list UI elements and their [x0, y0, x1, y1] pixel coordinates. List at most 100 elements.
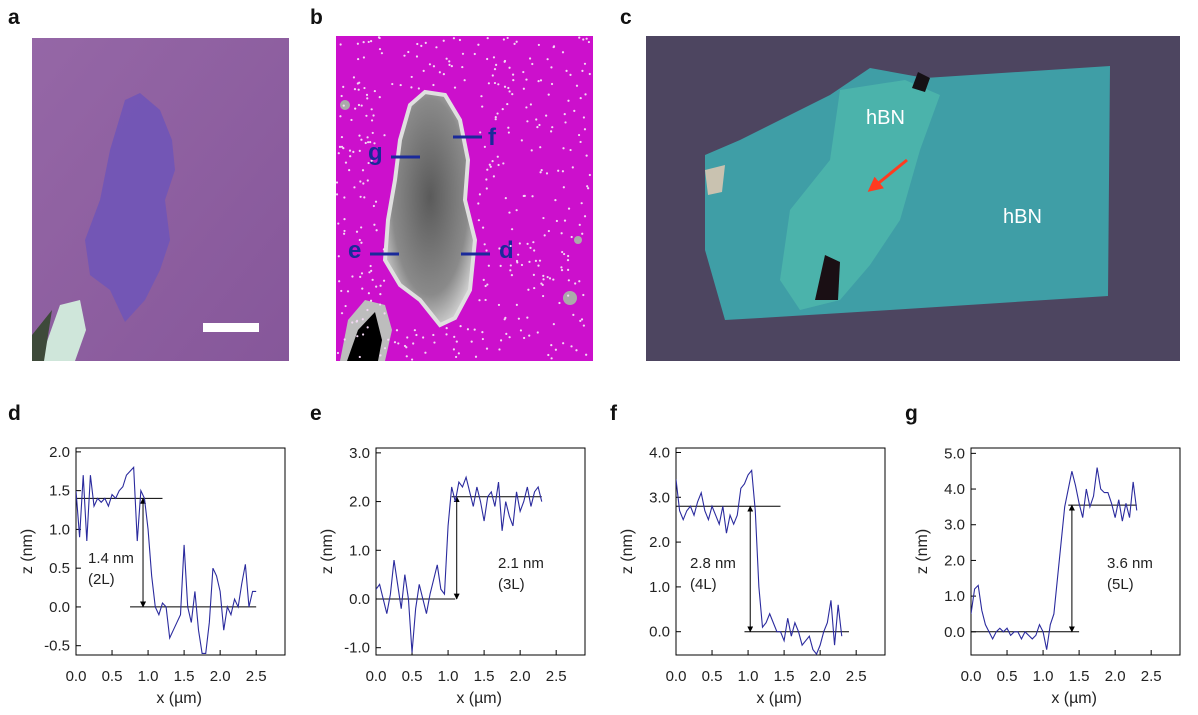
speckle [361, 287, 364, 290]
speckle [560, 266, 563, 269]
speckle [507, 131, 510, 134]
speckle [371, 131, 374, 135]
speckle [360, 241, 363, 244]
speckle [479, 131, 482, 134]
speckle [557, 169, 560, 172]
speckle [481, 331, 484, 334]
speckle [545, 172, 549, 175]
speckle [433, 341, 436, 344]
speckle [547, 229, 550, 233]
speckle [486, 37, 489, 40]
speckle [547, 353, 550, 357]
speckle [445, 326, 448, 330]
y-axis-label: z (nm) [19, 529, 36, 574]
y-tick-label: 1.0 [49, 521, 70, 538]
y-tick-label: 1.5 [49, 483, 70, 500]
y-tick-label: 4.0 [944, 481, 965, 498]
speckle [454, 355, 458, 359]
speckle [485, 178, 488, 181]
speckle [582, 324, 585, 327]
speckle [453, 86, 457, 89]
speckle [561, 170, 565, 173]
y-tick-label: 2.0 [649, 534, 670, 551]
speckle [452, 37, 456, 40]
speckle [448, 63, 451, 66]
x-tick-label: 2.0 [810, 668, 831, 685]
x-tick-label: 1.5 [174, 668, 195, 685]
speckle [532, 273, 535, 276]
speckle [477, 219, 480, 222]
speckle [380, 52, 384, 55]
speckle [581, 69, 584, 72]
speckle [370, 159, 373, 162]
speckle [361, 169, 365, 172]
x-tick-label: 2.5 [246, 668, 267, 685]
speckle [393, 341, 397, 344]
speckle [410, 75, 413, 79]
speckle [555, 219, 558, 223]
speckle [348, 149, 352, 152]
speckle [585, 353, 588, 356]
speckle [483, 145, 486, 148]
speckle [358, 134, 361, 137]
image-c: hBN hBN [646, 36, 1180, 361]
speckle [546, 58, 549, 61]
speckle [366, 179, 369, 182]
speckle [407, 50, 410, 54]
speckle [339, 43, 342, 46]
speckle [395, 329, 399, 332]
speckle [485, 347, 489, 350]
speckle [343, 232, 346, 235]
speckle [578, 223, 581, 226]
speckle [577, 133, 581, 137]
speckle [342, 85, 345, 88]
speckle [515, 303, 518, 306]
speckle [492, 175, 495, 178]
speckle [583, 128, 587, 131]
speckle [531, 62, 534, 66]
speckle [565, 69, 568, 72]
speckle [362, 41, 365, 44]
x-axis-label: x (µm) [156, 690, 202, 707]
speckle [340, 312, 344, 315]
speckle [570, 235, 573, 239]
speckle [522, 70, 525, 74]
x-tick-label: 0.5 [102, 668, 123, 685]
speckle [435, 46, 438, 49]
speckle [582, 293, 585, 297]
speckle [586, 185, 589, 188]
speckle [579, 140, 582, 144]
speckle [564, 121, 567, 124]
speckle [353, 88, 357, 91]
speckle [548, 277, 552, 280]
speckle [362, 182, 365, 185]
speckle [526, 120, 529, 123]
speckle [343, 196, 346, 199]
speckle [562, 147, 565, 150]
speckle [405, 355, 408, 358]
speckle [351, 321, 354, 324]
speckle [382, 248, 385, 251]
speckle [340, 145, 344, 148]
speckle [379, 292, 382, 296]
speckle [361, 318, 364, 321]
x-tick-label: 2.0 [1105, 668, 1126, 685]
speckle [486, 283, 489, 286]
speckle [493, 68, 497, 71]
speckle [546, 275, 549, 279]
speckle [542, 274, 545, 277]
plot-frame [75, 447, 286, 656]
speckle [583, 215, 587, 218]
line-label: f [488, 124, 497, 151]
panel-label: e [310, 402, 322, 425]
speckle [473, 52, 476, 56]
speckle [582, 38, 585, 41]
speckle [356, 82, 359, 85]
panel-label: d [8, 402, 21, 425]
speckle [552, 45, 555, 49]
y-tick-label: 2.0 [49, 444, 70, 461]
speckle [571, 166, 574, 169]
speckle [578, 36, 581, 39]
speckle [367, 161, 370, 165]
speckle [566, 259, 570, 262]
